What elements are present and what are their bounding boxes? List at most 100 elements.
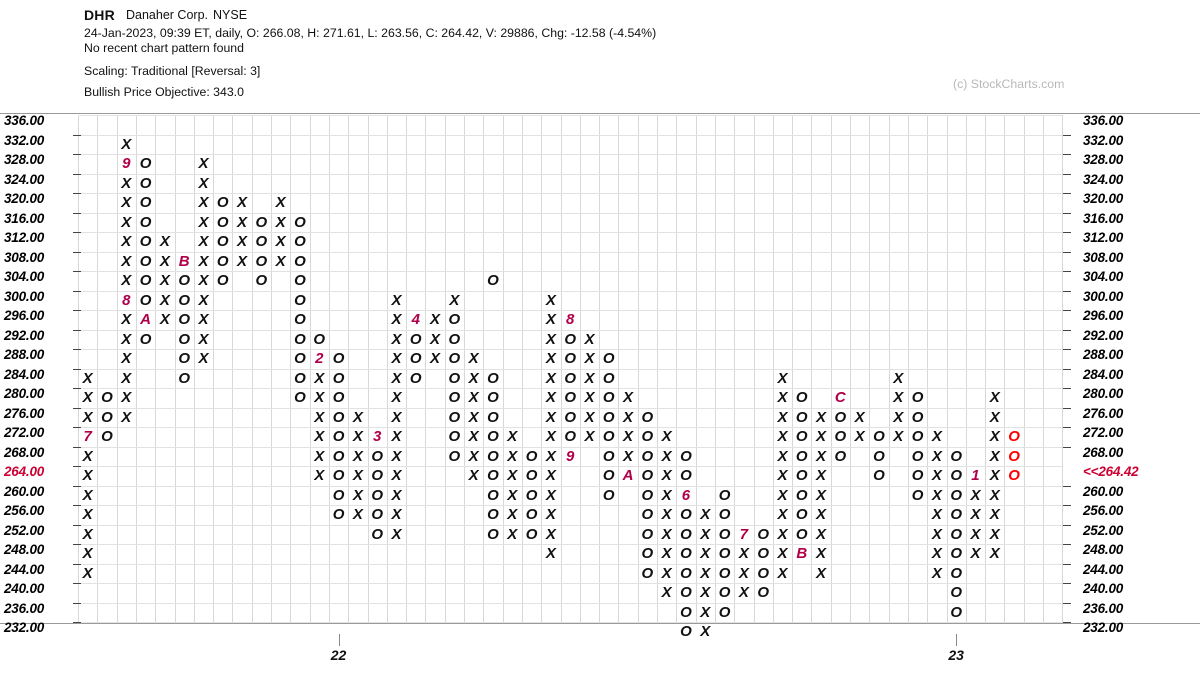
pnf-mark-o: O <box>448 311 461 328</box>
pnf-mark-x: X <box>468 428 479 445</box>
pnf-mark-x: X <box>584 389 595 406</box>
pnf-mark-x: X <box>468 350 479 367</box>
pnf-mark-x: X <box>931 525 942 543</box>
pnf-mark-o: O <box>911 389 924 406</box>
pnf-mark-o: O <box>487 486 499 504</box>
pnf-mark-x: X <box>584 428 595 445</box>
pnf-mark-o: O <box>757 564 769 582</box>
pnf-mark-o: O <box>332 369 345 387</box>
price-tick-left <box>73 251 81 253</box>
pnf-mark-o: O <box>641 408 654 426</box>
pnf-mark-o: O <box>216 213 229 231</box>
price-tick-right <box>1063 173 1071 175</box>
pnf-mark-x: X <box>545 369 556 387</box>
pnf-mark-o: O <box>525 525 538 543</box>
pnf-mark-x: X <box>989 408 1000 426</box>
pnf-mark-x: X <box>198 233 209 250</box>
pnf-mark-x: X <box>507 486 518 504</box>
pnf-mark-x: X <box>121 233 132 250</box>
time-axis-label: 23 <box>948 647 964 663</box>
grid-hline <box>78 251 1062 253</box>
pnf-mark-x: X <box>777 447 788 465</box>
company-name: Danaher Corp. <box>126 8 208 22</box>
pnf-mark-o: O <box>332 506 345 523</box>
pnf-mark-x: X <box>738 564 749 582</box>
pnf-mark-o: O <box>487 369 499 387</box>
price-label-right: 296.00 <box>1083 308 1124 323</box>
price-label-left: 252.00 <box>4 522 45 538</box>
pnf-mark-x: X <box>777 545 788 562</box>
pnf-month-mark: 7 <box>83 428 92 445</box>
price-label-left: 332.00 <box>4 132 45 148</box>
pnf-mark-x: X <box>121 252 132 270</box>
price-tick-left <box>73 544 81 545</box>
pnf-mark-x: X <box>970 486 981 504</box>
pnf-mark-x: X <box>507 447 518 465</box>
pnf-mark-o: O <box>564 428 576 445</box>
price-label-left: 260.00 <box>4 483 45 499</box>
pnf-mark-o: O <box>294 252 306 270</box>
pnf-mark-o: O <box>448 350 461 367</box>
price-tick-left <box>73 622 81 623</box>
pnf-mark-o: O <box>255 213 268 231</box>
grid-hline <box>78 271 1062 272</box>
price-label-right: 276.00 <box>1083 405 1124 421</box>
price-label-right: 252.00 <box>1083 522 1124 538</box>
pnf-mark-o: O <box>487 389 499 406</box>
pnf-mark-o: O <box>216 272 229 289</box>
pnf-mark-o: O <box>641 447 654 465</box>
pnf-mark-x: X <box>121 350 132 367</box>
pnf-mark-o: O <box>718 486 731 504</box>
pnf-mark-x: X <box>661 428 672 445</box>
pnf-mark-x: X <box>700 564 711 582</box>
grid-hline <box>78 563 1062 565</box>
pnf-mark-o: O <box>294 369 306 387</box>
price-tick-right <box>1063 622 1071 623</box>
pnf-mark-o: O <box>332 408 345 426</box>
pnf-month-mark: A <box>140 311 151 328</box>
pnf-month-mark: 9 <box>122 155 131 172</box>
price-tick-right <box>1063 290 1071 292</box>
pnf-mark-o: O <box>409 369 422 387</box>
pnf-mark-x: X <box>391 447 402 465</box>
pnf-mark-o: O <box>139 252 152 270</box>
pnf-mark-x: X <box>198 291 209 309</box>
pnf-mark-o: O <box>255 233 268 250</box>
pnf-mark-x: X <box>391 291 402 309</box>
price-tick-right <box>1063 446 1071 448</box>
grid-hline <box>78 212 1062 214</box>
price-label-left: 300.00 <box>4 288 45 304</box>
pnf-mark-o: O <box>1008 467 1020 484</box>
pnf-mark-o: O <box>139 194 152 211</box>
pnf-mark-x: X <box>391 428 402 445</box>
price-tick-right <box>1063 583 1071 584</box>
grid-hline <box>78 329 1062 331</box>
pnf-mark-x: X <box>159 291 170 309</box>
pnf-mark-x: X <box>777 369 788 387</box>
pnf-mark-o: O <box>332 389 345 406</box>
pnf-mark-x: X <box>816 525 827 543</box>
pnf-mark-x: X <box>777 486 788 504</box>
pnf-month-mark: 1 <box>971 467 980 484</box>
pnf-month-mark: 3 <box>372 428 382 445</box>
pnf-mark-x: X <box>121 330 132 348</box>
pnf-mark-o: O <box>795 467 808 484</box>
pnf-mark-o: O <box>950 564 962 582</box>
grid-hline <box>78 446 1062 448</box>
pnf-mark-o: O <box>757 584 769 601</box>
pnf-mark-o: O <box>409 350 422 367</box>
pnf-mark-o: O <box>602 447 615 465</box>
pnf-mark-x: X <box>931 447 942 465</box>
pnf-mark-o: O <box>911 486 924 504</box>
pnf-mark-o: O <box>294 213 306 231</box>
pnf-mark-x: X <box>391 525 402 543</box>
pnf-mark-o: O <box>332 486 345 504</box>
price-tick-left <box>73 505 81 506</box>
pnf-mark-o: O <box>602 467 615 484</box>
pnf-mark-o: O <box>255 252 268 270</box>
pnf-mark-o: O <box>487 408 499 426</box>
pnf-mark-x: X <box>468 369 479 387</box>
pnf-month-mark: 4 <box>411 311 420 328</box>
price-tick-right <box>1063 544 1071 545</box>
price-objective-line: Bullish Price Objective: 343.0 <box>84 85 244 99</box>
